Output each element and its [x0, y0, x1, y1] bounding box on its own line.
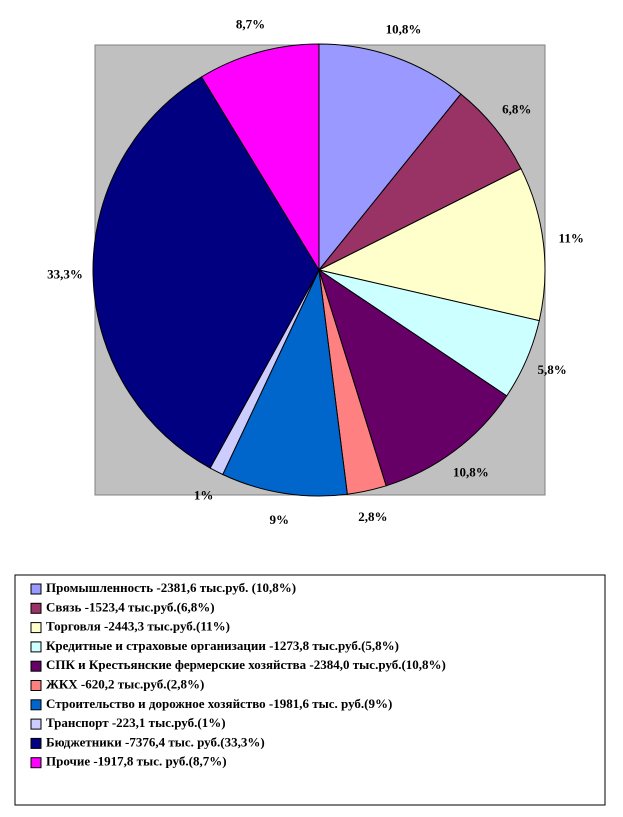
pie-slice: [222, 268, 348, 497]
value-label: 1%: [194, 487, 214, 502]
value-label: 10,8%: [386, 21, 422, 36]
legend-swatch: [30, 583, 42, 595]
legend-label: Кредитные и страховые организации -1273,…: [46, 638, 399, 653]
legend-label: Связь -1523,4 тыс.руб.(6,8%): [46, 599, 215, 614]
legend-label: Бюджетники -7376,4 тыс. руб.(33,3%): [46, 734, 265, 749]
value-label: 9%: [270, 512, 290, 527]
legend-label: Торговля -2443,3 тыс.руб.(11%): [46, 619, 230, 634]
legend-label: Прочие -1917,8 тыс. руб.(8,7%): [46, 754, 227, 769]
legend-swatch: [30, 602, 42, 614]
legend-swatch: [30, 641, 42, 653]
legend-box: [14, 574, 606, 806]
pie-slice: [318, 43, 462, 272]
value-label: 8,7%: [236, 16, 265, 31]
pie-slice: [200, 43, 320, 272]
legend-label: Строительство и дорожное хозяйство -1981…: [46, 696, 392, 711]
legend-swatch: [30, 737, 42, 749]
value-label: 11%: [559, 231, 584, 246]
legend-swatch: [30, 660, 42, 672]
value-label: 6,8%: [502, 102, 531, 117]
legend-swatch: [30, 699, 42, 711]
legend-label: ЖКХ -620,2 тыс.руб.(2,8%): [46, 676, 204, 691]
legend-label: СПК и Крестьянские фермерские хозяйства …: [46, 657, 446, 672]
legend-swatch: [30, 680, 42, 691]
value-label: 5,8%: [537, 362, 566, 377]
pie-slice: [92, 76, 320, 469]
legend-swatch: [30, 622, 42, 634]
pie-slice: [318, 268, 508, 487]
legend-label: Промышленность -2381,6 тыс.руб. (10,8%): [46, 580, 296, 595]
legend-swatch: [30, 718, 42, 730]
value-label: 33,3%: [47, 267, 83, 282]
legend-swatch: [30, 757, 42, 769]
value-label: 2,8%: [358, 509, 387, 524]
value-label: 10,8%: [453, 465, 489, 480]
legend-label: Транспорт -223,1 тыс.руб.(1%): [46, 715, 226, 730]
